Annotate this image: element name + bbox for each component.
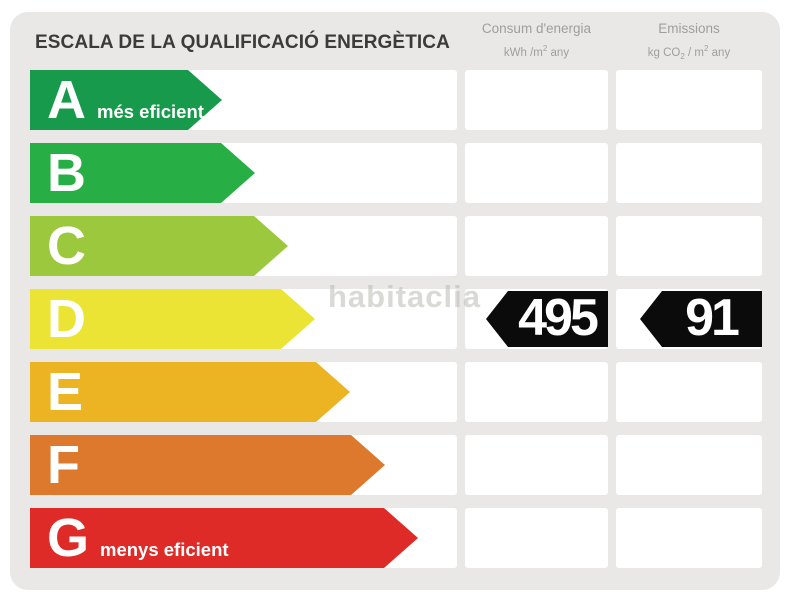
emissions-cell: [616, 70, 762, 130]
rating-letter: C: [47, 216, 86, 276]
emissions-header-unit: kg CO2 / m2 any: [647, 44, 731, 62]
emissions-cell: [616, 435, 762, 495]
rating-bar-e: E: [30, 362, 350, 422]
column-header-consum: Consum d'energia kWh /m2 any: [465, 20, 608, 60]
rating-bar-d: D: [30, 289, 315, 349]
emissions-cell: [616, 508, 762, 568]
rating-row-f: F: [10, 435, 780, 495]
consum-cell: [465, 435, 608, 495]
rating-bar-b: B: [30, 143, 255, 203]
rating-letter: E: [47, 362, 84, 422]
rating-letter: A: [47, 70, 86, 130]
rating-note: més eficient: [97, 101, 204, 122]
emissions-cell: [616, 216, 762, 276]
rating-letter: G: [47, 508, 90, 568]
consum-header-unit: kWh /m2 any: [503, 44, 570, 59]
consum-header-label: Consum d'energia: [481, 21, 592, 36]
rating-letter: F: [47, 435, 80, 495]
emissions-cell: [616, 362, 762, 422]
rating-letter: D: [47, 289, 86, 349]
rating-note: menys eficient: [100, 539, 229, 560]
page-title: ESCALA DE LA QUALIFICACIÓ ENERGÈTICA: [35, 32, 450, 53]
column-header-emissions: Emissions kg CO2 / m2 any: [616, 20, 762, 64]
consum-cell: [465, 216, 608, 276]
rating-row-e: E: [10, 362, 780, 422]
rating-row-d: D 495 91: [10, 289, 780, 349]
emissions-header-label: Emissions: [658, 21, 720, 36]
rating-row-b: B: [10, 143, 780, 203]
emissions-cell: [616, 143, 762, 203]
consum-cell: [465, 362, 608, 422]
consum-value-arrow: 495: [486, 291, 608, 347]
emissions-value-arrow: 91: [640, 291, 762, 347]
consum-cell: [465, 70, 608, 130]
emissions-value: 91: [685, 289, 740, 347]
consum-cell: [465, 508, 608, 568]
consum-value: 495: [518, 289, 599, 347]
certificate-card: ESCALA DE LA QUALIFICACIÓ ENERGÈTICA Con…: [10, 12, 780, 590]
rating-bar-f: F: [30, 435, 385, 495]
rating-bar-c: C: [30, 216, 288, 276]
rating-row-c: C: [10, 216, 780, 276]
rating-letter: B: [47, 143, 86, 203]
consum-cell: [465, 143, 608, 203]
